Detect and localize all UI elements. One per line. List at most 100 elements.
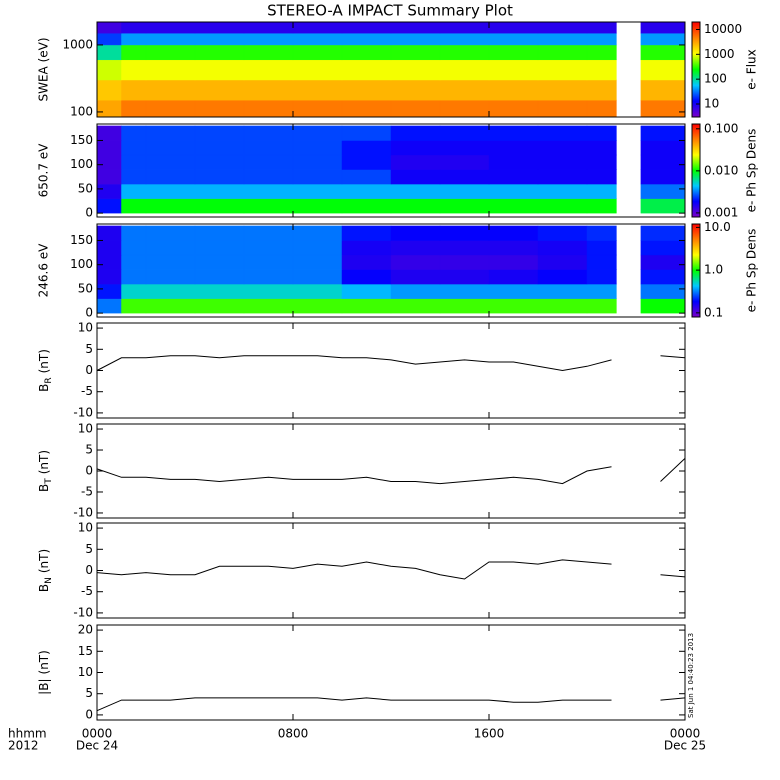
- colorbar-tick-label: 1.0: [704, 263, 723, 277]
- heatmap-cell: [586, 140, 617, 156]
- heatmap-cell: [292, 154, 343, 170]
- heatmap-cell: [640, 21, 686, 34]
- y-tick-label: -10: [73, 405, 93, 419]
- heatmap-cell: [640, 79, 686, 101]
- y-axis-label: BR (nT): [37, 349, 54, 392]
- heatmap-cell: [640, 198, 686, 214]
- colorbar-label: e- Ph Sp Dens: [745, 129, 759, 213]
- heatmap-cell: [194, 79, 245, 101]
- heatmap-cell: [341, 240, 392, 256]
- heatmap-cell: [243, 283, 294, 299]
- heatmap-cell: [341, 99, 392, 118]
- y-tick-label: 0: [85, 464, 93, 478]
- heatmap-cell: [96, 183, 122, 199]
- y-tick-label: 150: [70, 133, 93, 147]
- heatmap-cell: [121, 154, 147, 170]
- heatmap-cell: [439, 283, 490, 299]
- heatmap-cell: [96, 298, 122, 314]
- heatmap-cell: [243, 44, 294, 61]
- heatmap-cell: [390, 140, 441, 156]
- heatmap-cell: [292, 79, 343, 101]
- heatmap-cell: [488, 79, 539, 101]
- heatmap-cell: [640, 298, 686, 314]
- heatmap-cell: [439, 59, 490, 81]
- y-axis-label-unit: (nT): [37, 349, 51, 373]
- panel-frame: [96, 522, 686, 619]
- heatmap-cell: [194, 269, 245, 285]
- heatmap-cell: [439, 198, 490, 214]
- colorbar-tick-label: 10000: [704, 22, 742, 36]
- y-tick-label: -10: [73, 605, 93, 619]
- heatmap-cell: [586, 21, 617, 34]
- y-tick-label: 50: [78, 181, 93, 195]
- y-axis-label-main: B: [37, 484, 51, 492]
- heatmap-cell: [439, 99, 490, 118]
- heatmap-cell: [292, 140, 343, 156]
- x-tick-label: 0000: [670, 727, 701, 741]
- heatmap-cell: [194, 225, 245, 241]
- heatmap-cell: [537, 298, 588, 314]
- heatmap-cell: [121, 21, 147, 34]
- heatmap-cell: [390, 169, 441, 185]
- y-tick-label: -10: [73, 505, 93, 519]
- line-series: [96, 697, 686, 712]
- heatmap-cell: [390, 79, 441, 101]
- heatmap-cell: [439, 140, 490, 156]
- heatmap-cell: [194, 254, 245, 270]
- heatmap-cell: [96, 32, 122, 46]
- heatmap-cell: [640, 169, 686, 185]
- heatmap-cell: [341, 254, 392, 270]
- heatmap-cell: [439, 169, 490, 185]
- y-axis-label: 246.6 eV: [37, 243, 51, 298]
- heatmap-cell: [145, 32, 196, 46]
- heatmap-cell: [243, 21, 294, 34]
- panel-frame: [96, 223, 686, 318]
- heatmap-cell: [586, 125, 617, 141]
- heatmap-cell: [243, 59, 294, 81]
- heatmap-cell: [341, 125, 392, 141]
- heatmap-cell: [341, 283, 392, 299]
- heatmap-cell: [243, 198, 294, 214]
- y-tick-label: 10: [78, 321, 93, 335]
- heatmap-cell: [292, 254, 343, 270]
- heatmap-cell: [390, 44, 441, 61]
- heatmap-cell: [537, 125, 588, 141]
- heatmap-cell: [121, 44, 147, 61]
- heatmap-cell: [390, 254, 441, 270]
- heatmap-cell: [145, 21, 196, 34]
- heatmap-cell: [292, 283, 343, 299]
- timestamp: Sat Jun 1 04:40:23 2013: [687, 633, 695, 718]
- heatmap-cell: [439, 125, 490, 141]
- heatmap-cell: [145, 283, 196, 299]
- y-tick-label: 10: [78, 422, 93, 436]
- heatmap-cell: [194, 298, 245, 314]
- heatmap-cell: [640, 269, 686, 285]
- heatmap-cell: [145, 225, 196, 241]
- heatmap-cell: [439, 154, 490, 170]
- heatmap-cell: [145, 240, 196, 256]
- heatmap-cell: [145, 269, 196, 285]
- panel-frame: [96, 123, 686, 218]
- heatmap-cell: [439, 44, 490, 61]
- y-tick-label: 5: [85, 686, 93, 700]
- heatmap-cell: [586, 298, 617, 314]
- colorbar-tick-label: 0.010: [704, 163, 738, 177]
- heatmap-cell: [194, 99, 245, 118]
- heatmap-cell: [390, 125, 441, 141]
- heatmap-cell: [341, 198, 392, 214]
- colorbar-label: e- Flux: [745, 49, 759, 89]
- heatmap-cell: [121, 225, 147, 241]
- y-axis-label-main: |B|: [37, 678, 51, 694]
- heatmap-cell: [145, 79, 196, 101]
- y-tick-label: 0: [85, 707, 93, 721]
- colorbar-label: e- Ph Sp Dens: [745, 229, 759, 313]
- heatmap-cell: [586, 269, 617, 285]
- heatmap-cell: [488, 32, 539, 46]
- heatmap-cell: [640, 125, 686, 141]
- heatmap-cell: [537, 21, 588, 34]
- heatmap-cell: [537, 44, 588, 61]
- heatmap-cell: [243, 140, 294, 156]
- heatmap-cell: [145, 125, 196, 141]
- heatmap-cell: [537, 99, 588, 118]
- y-axis-label-unit: (nT): [37, 549, 51, 573]
